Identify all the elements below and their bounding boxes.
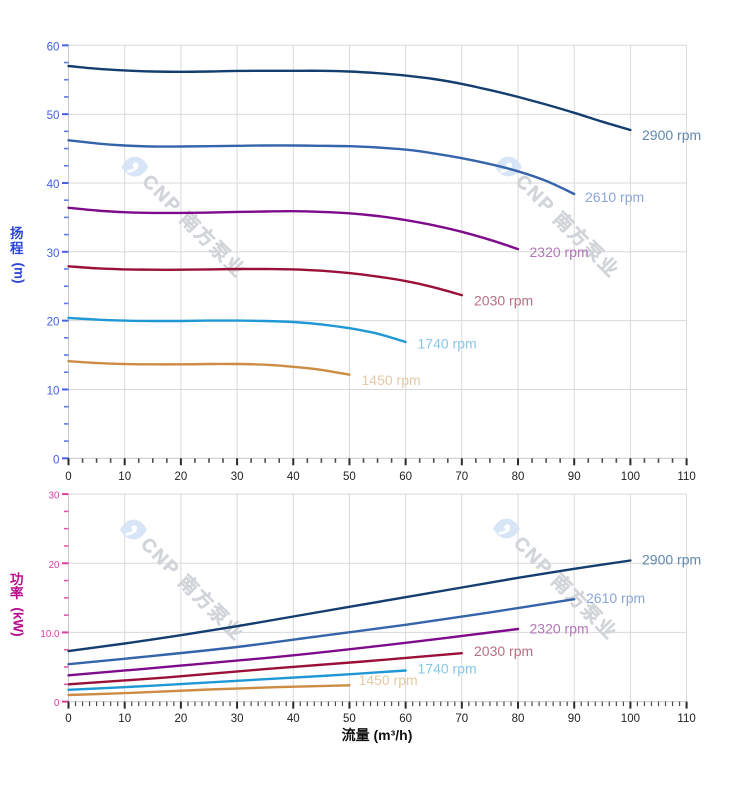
svg-text:80: 80 bbox=[512, 713, 525, 725]
svg-text:0: 0 bbox=[65, 471, 71, 483]
svg-text:流量 (m³/h): 流量 (m³/h) bbox=[342, 727, 413, 743]
svg-text:扬: 扬 bbox=[10, 225, 24, 241]
svg-text:50: 50 bbox=[47, 109, 60, 122]
svg-text:70: 70 bbox=[455, 713, 468, 725]
svg-text:0: 0 bbox=[54, 698, 60, 709]
svg-text:10: 10 bbox=[47, 385, 60, 398]
svg-text:40: 40 bbox=[287, 471, 300, 483]
svg-text:2030 rpm: 2030 rpm bbox=[474, 643, 533, 659]
svg-text:10.0: 10.0 bbox=[40, 629, 60, 640]
svg-text:90: 90 bbox=[568, 713, 581, 725]
svg-text:50: 50 bbox=[343, 471, 356, 483]
svg-text:110: 110 bbox=[677, 713, 695, 725]
svg-text:2320 rpm: 2320 rpm bbox=[530, 244, 589, 260]
svg-text:70: 70 bbox=[455, 471, 468, 483]
svg-text:2900 rpm: 2900 rpm bbox=[642, 552, 701, 568]
svg-text:(m): (m) bbox=[12, 263, 27, 284]
svg-text:2900 rpm: 2900 rpm bbox=[642, 127, 701, 143]
svg-text:20: 20 bbox=[175, 471, 188, 483]
svg-text:50: 50 bbox=[343, 713, 356, 725]
svg-text:1450 rpm: 1450 rpm bbox=[359, 672, 418, 688]
svg-text:20: 20 bbox=[47, 316, 60, 329]
svg-text:功: 功 bbox=[10, 572, 24, 587]
svg-text:40: 40 bbox=[287, 713, 300, 725]
svg-text:10: 10 bbox=[118, 471, 131, 483]
svg-text:20: 20 bbox=[175, 713, 188, 725]
svg-text:80: 80 bbox=[512, 471, 525, 483]
svg-text:率: 率 bbox=[10, 585, 24, 601]
svg-text:40: 40 bbox=[47, 178, 60, 191]
svg-text:60: 60 bbox=[47, 40, 60, 53]
svg-text:2030 rpm: 2030 rpm bbox=[474, 293, 533, 309]
svg-text:1740 rpm: 1740 rpm bbox=[418, 336, 477, 352]
svg-text:30: 30 bbox=[49, 491, 60, 502]
svg-text:2610 rpm: 2610 rpm bbox=[586, 590, 645, 606]
svg-text:30: 30 bbox=[47, 247, 60, 260]
svg-text:0: 0 bbox=[53, 453, 59, 466]
svg-text:60: 60 bbox=[399, 713, 412, 725]
svg-text:0: 0 bbox=[65, 713, 71, 725]
svg-text:30: 30 bbox=[231, 471, 244, 483]
svg-text:1740 rpm: 1740 rpm bbox=[418, 661, 477, 677]
svg-text:100: 100 bbox=[621, 471, 640, 483]
svg-text:20: 20 bbox=[49, 560, 60, 571]
svg-text:1450 rpm: 1450 rpm bbox=[362, 372, 421, 388]
svg-text:2610 rpm: 2610 rpm bbox=[585, 189, 644, 205]
svg-text:10: 10 bbox=[118, 713, 131, 725]
svg-text:100: 100 bbox=[621, 713, 640, 725]
svg-text:110: 110 bbox=[677, 471, 695, 483]
svg-text:30: 30 bbox=[231, 713, 244, 725]
svg-text:60: 60 bbox=[399, 471, 412, 483]
svg-text:2320 rpm: 2320 rpm bbox=[530, 621, 589, 637]
svg-text:(kW): (kW) bbox=[11, 607, 26, 636]
svg-text:90: 90 bbox=[568, 471, 581, 483]
svg-text:程: 程 bbox=[10, 241, 24, 256]
